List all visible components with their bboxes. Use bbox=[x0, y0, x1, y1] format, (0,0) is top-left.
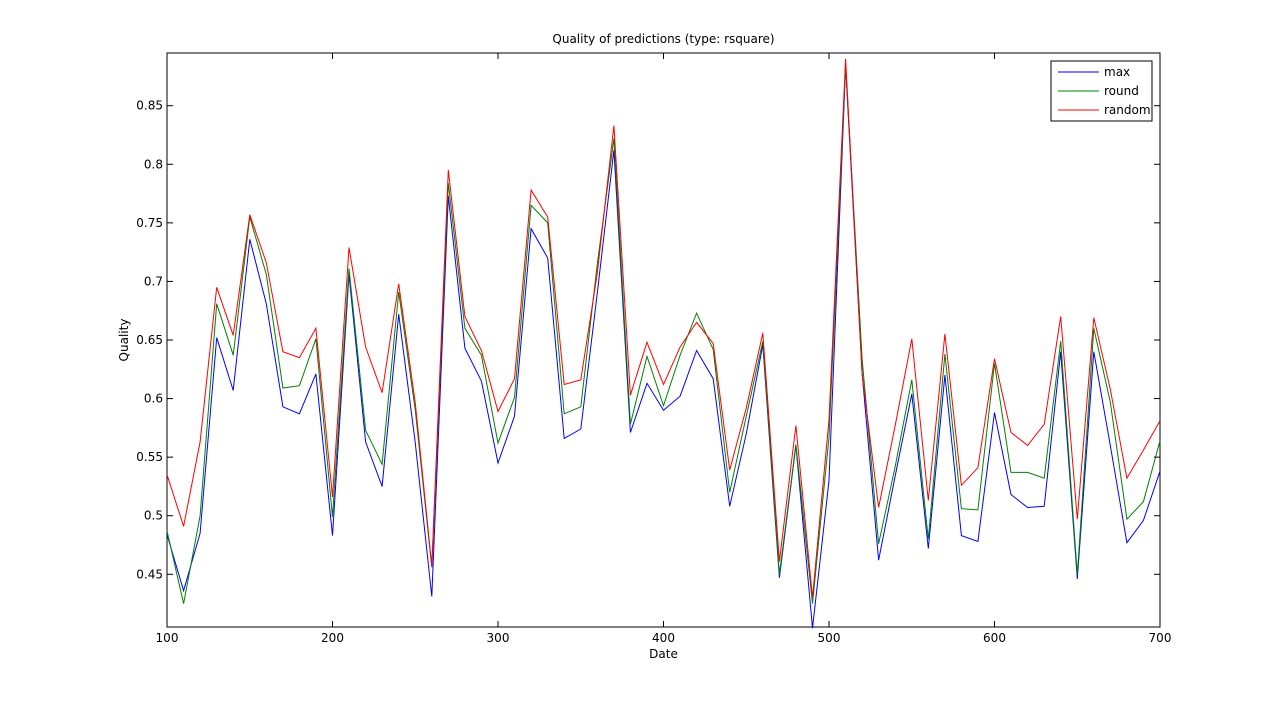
y-tick-label: 0.8 bbox=[144, 157, 163, 171]
y-tick-label: 0.85 bbox=[136, 99, 163, 113]
y-tick-label: 0.55 bbox=[136, 450, 163, 464]
series-line-round bbox=[166, 64, 1161, 604]
series-line-max bbox=[166, 65, 1161, 629]
y-axis-label: Quality bbox=[117, 319, 131, 362]
y-tick-label: 0.6 bbox=[144, 392, 163, 406]
y-axis: 0.45 0.5 0.55 0.6 0.65 0.7 0.75 0.8 0.85 bbox=[136, 99, 1160, 581]
x-tick-label: 200 bbox=[321, 631, 344, 645]
legend: max round random bbox=[1050, 60, 1153, 122]
y-tick-label: 0.45 bbox=[136, 567, 163, 581]
legend-label-max: max bbox=[1104, 65, 1130, 79]
series-group bbox=[166, 58, 1161, 629]
x-tick-label: 300 bbox=[487, 631, 510, 645]
x-tick-label: 700 bbox=[1149, 631, 1172, 645]
x-tick-label: 100 bbox=[156, 631, 179, 645]
y-tick-label: 0.75 bbox=[136, 216, 163, 230]
x-tick-label: 600 bbox=[983, 631, 1006, 645]
legend-label-round: round bbox=[1104, 84, 1139, 98]
y-tick-label: 0.5 bbox=[144, 509, 163, 523]
x-tick-label: 500 bbox=[818, 631, 841, 645]
y-tick-label: 0.7 bbox=[144, 274, 163, 288]
x-tick-label: 400 bbox=[652, 631, 675, 645]
series-line-random bbox=[166, 58, 1161, 598]
legend-label-random: random bbox=[1104, 103, 1151, 117]
chart-title: Quality of predictions (type: rsquare) bbox=[552, 32, 774, 46]
x-axis: 100 200 300 400 500 600 700 bbox=[156, 53, 1172, 645]
x-axis-label: Date bbox=[649, 647, 678, 661]
y-tick-label: 0.65 bbox=[136, 333, 163, 347]
